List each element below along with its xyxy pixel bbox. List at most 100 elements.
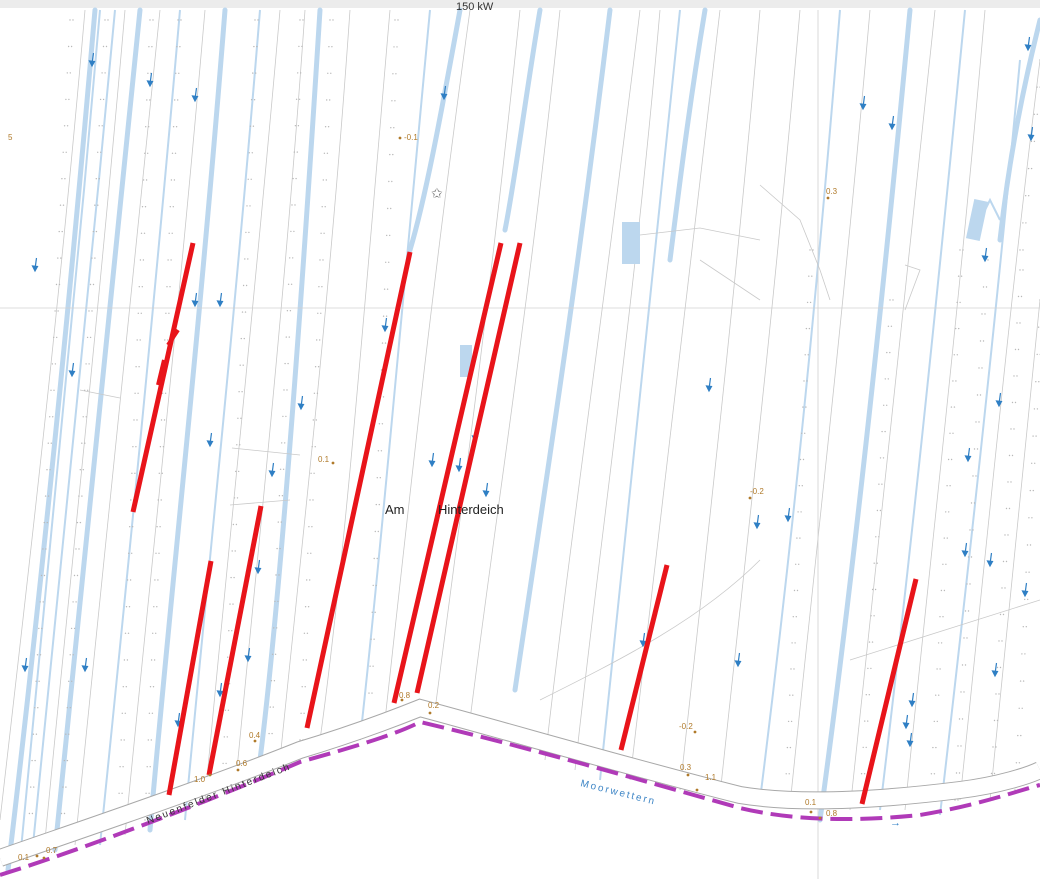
field-dot — [284, 442, 286, 444]
field-dot — [884, 378, 886, 380]
field-dot — [1023, 598, 1026, 601]
highlight-segment-2[interactable] — [166, 560, 214, 796]
field-dot — [324, 126, 327, 128]
highlight-segment-3[interactable] — [206, 505, 264, 776]
highlight-segment-8[interactable] — [859, 578, 919, 805]
field-dot — [388, 180, 390, 183]
field-dot — [307, 552, 309, 554]
field-dot — [314, 366, 317, 368]
field-dot — [277, 521, 279, 523]
field-dot — [374, 611, 376, 613]
field-dot — [790, 668, 792, 670]
field-dot — [135, 446, 137, 448]
field-dot — [102, 45, 105, 48]
field-dot — [797, 511, 799, 513]
field-dot — [792, 616, 794, 618]
field-dot — [104, 72, 106, 74]
field-dot — [161, 472, 163, 474]
elevation-label: 0.1 — [318, 455, 330, 464]
flow-arrow-head — [216, 300, 224, 308]
highlight-segment-5[interactable] — [391, 242, 504, 704]
field-dot — [976, 448, 979, 450]
field-dot — [154, 579, 156, 581]
field-dot — [1038, 381, 1040, 383]
field-dot — [143, 232, 146, 234]
field-dot — [969, 583, 971, 585]
field-dot — [876, 509, 879, 512]
field-dot — [242, 364, 244, 366]
field-dot — [134, 472, 136, 474]
field-dot — [1020, 734, 1022, 737]
field-dot — [1008, 507, 1011, 510]
highlight-segment-9[interactable] — [166, 328, 180, 347]
field-dot — [1002, 613, 1005, 616]
field-dot — [150, 739, 152, 741]
field-dot — [67, 45, 70, 48]
field-dot — [1028, 517, 1030, 519]
flow-arrow-head — [268, 470, 276, 478]
highlight-segments[interactable] — [130, 242, 919, 805]
field-dot — [298, 45, 300, 48]
flow-arrow-head — [995, 400, 1003, 408]
field-dot — [79, 469, 82, 471]
field-dot — [1013, 428, 1015, 430]
highlight-segment-6[interactable] — [414, 242, 523, 694]
field-dot — [328, 46, 330, 48]
field-dot — [138, 286, 140, 288]
field-dot — [282, 468, 285, 470]
field-dot — [255, 72, 257, 74]
field-dot — [961, 664, 964, 666]
flow-arrow-head — [908, 700, 916, 708]
field-dot — [236, 497, 239, 499]
field-dot — [865, 694, 867, 696]
field-dot — [878, 536, 880, 538]
field-dot — [1019, 322, 1021, 324]
field-dot — [955, 327, 957, 330]
field-dot — [174, 152, 177, 154]
field-dot — [97, 204, 99, 206]
field-dot — [91, 310, 93, 312]
field-dot — [169, 286, 171, 288]
field-dot — [57, 310, 59, 312]
flow-arrow-head — [705, 385, 713, 393]
field-dot — [283, 389, 285, 391]
field-dot — [964, 664, 967, 666]
field-dot — [50, 442, 52, 444]
field-dot — [955, 772, 958, 774]
field-dot — [1017, 295, 1020, 298]
field-dot — [372, 584, 374, 587]
field-dot — [990, 772, 993, 775]
field-dot — [157, 579, 159, 581]
flow-arrow-head — [206, 440, 214, 448]
field-dot — [128, 606, 131, 608]
field-dot — [1032, 489, 1035, 492]
field-dot — [1035, 381, 1037, 383]
highlight-segment-1[interactable] — [130, 242, 196, 513]
field-dot — [392, 73, 394, 75]
field-dot — [372, 665, 374, 667]
field-dot — [125, 686, 128, 688]
field-dot — [1008, 454, 1011, 457]
field-dot — [84, 389, 86, 391]
field-dot — [161, 392, 164, 394]
field-dot — [294, 125, 297, 127]
highlight-segment-4[interactable] — [304, 251, 413, 729]
field-dot — [1033, 113, 1036, 116]
field-dot — [179, 46, 181, 48]
field-dot — [224, 789, 226, 791]
flow-arrow-head — [482, 490, 490, 498]
field-dot — [1010, 481, 1012, 483]
field-dot — [66, 125, 69, 127]
field-dot — [868, 694, 870, 696]
field-dot — [304, 606, 307, 608]
field-dot — [305, 659, 307, 661]
flow-arrow-head — [1027, 134, 1035, 142]
field-dot — [124, 712, 127, 714]
highlight-segment-7[interactable] — [618, 564, 670, 751]
field-dot — [873, 615, 875, 617]
highlight-segment-10[interactable] — [156, 359, 166, 386]
field-dot — [53, 336, 55, 339]
field-dot — [286, 310, 289, 312]
